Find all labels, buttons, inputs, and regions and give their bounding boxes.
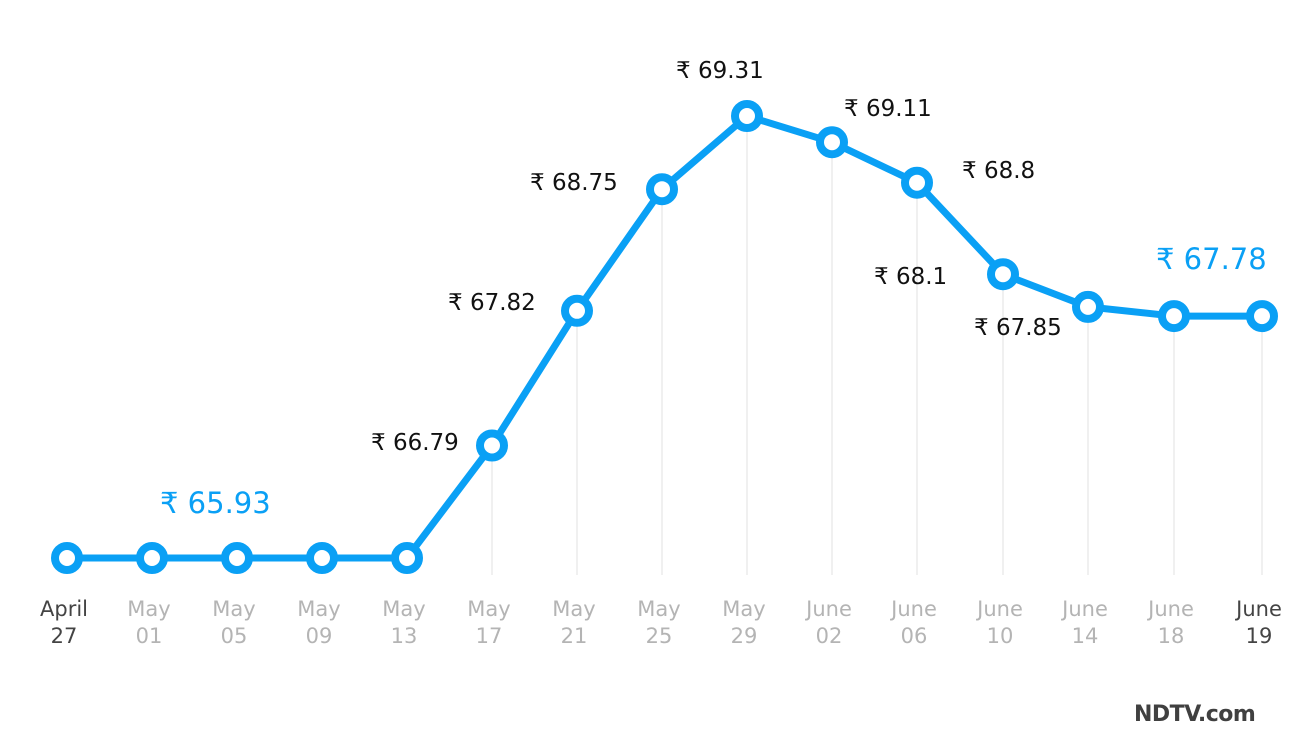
value-label-69-31: ₹ 69.31: [676, 58, 764, 84]
value-label-68-1: ₹ 68.1: [874, 264, 948, 290]
x-axis-day: 10: [986, 624, 1014, 648]
value-label-68-8: ₹ 68.8: [962, 158, 1036, 184]
x-axis-label: June 14: [1045, 596, 1125, 650]
data-point-marker: [1246, 300, 1278, 333]
x-axis-label: June 18: [1131, 596, 1211, 650]
x-axis-month: April: [40, 597, 88, 621]
x-axis-month: May: [722, 597, 766, 621]
x-axis-day: 13: [390, 624, 418, 648]
x-axis-day: 14: [1071, 624, 1099, 648]
x-axis-label: June 19: [1219, 596, 1299, 650]
data-point-marker: [1158, 300, 1190, 333]
data-points: [51, 100, 1278, 574]
x-axis-day: 21: [560, 624, 588, 648]
data-point-marker: [646, 173, 678, 206]
x-axis-day: 09: [305, 624, 333, 648]
data-point-marker: [987, 258, 1019, 291]
ndtv-logo: NDTV.com: [1134, 702, 1256, 727]
vertical-gridlines: [491, 116, 1263, 575]
x-axis-month: June: [977, 597, 1023, 621]
x-axis-day: 05: [220, 624, 248, 648]
data-point-marker: [306, 542, 338, 574]
value-label-69-11: ₹ 69.11: [844, 96, 932, 122]
x-axis-month: May: [467, 597, 511, 621]
x-axis-label: May 21: [534, 596, 614, 650]
x-axis-label: May 01: [109, 596, 189, 650]
x-axis-month: June: [1148, 597, 1194, 621]
x-axis-day: 27: [50, 624, 78, 648]
value-label-66-79: ₹ 66.79: [371, 430, 459, 456]
x-axis-day: 01: [135, 624, 163, 648]
x-axis-label: April 27: [24, 596, 104, 650]
x-axis-label: May 25: [619, 596, 699, 650]
value-label-67-85: ₹ 67.85: [974, 315, 1062, 341]
data-point-marker: [816, 126, 848, 159]
value-label-65-93: ₹ 65.93: [160, 486, 271, 520]
x-axis-day: 25: [645, 624, 673, 648]
x-axis-label: May 09: [279, 596, 359, 650]
x-axis-label: May 17: [449, 596, 529, 650]
x-axis-label: June 10: [960, 596, 1040, 650]
value-label-67-78: ₹ 67.78: [1156, 242, 1267, 276]
data-point-marker: [51, 542, 83, 574]
x-axis-month: May: [212, 597, 256, 621]
data-point-marker: [1072, 290, 1104, 323]
data-point-marker: [136, 542, 168, 574]
x-axis-label: May 13: [364, 596, 444, 650]
x-axis-day: 18: [1157, 624, 1185, 648]
data-point-marker: [561, 294, 593, 327]
x-axis-label: June 02: [789, 596, 869, 650]
data-point-marker: [731, 100, 763, 132]
x-axis-label: May 05: [194, 596, 274, 650]
x-axis-month: May: [552, 597, 596, 621]
x-axis-label: June 06: [874, 596, 954, 650]
x-axis-month: June: [806, 597, 852, 621]
x-axis-label: May 29: [704, 596, 784, 650]
x-axis-day: 06: [900, 624, 928, 648]
x-axis-month: June: [1236, 597, 1282, 621]
value-label-68-75: ₹ 68.75: [530, 170, 618, 196]
x-axis-day: 02: [815, 624, 843, 648]
value-label-67-82: ₹ 67.82: [448, 290, 536, 316]
data-point-marker: [391, 542, 423, 574]
x-axis-month: May: [297, 597, 341, 621]
x-axis-day: 29: [730, 624, 758, 648]
x-axis-month: June: [1062, 597, 1108, 621]
x-axis-month: May: [637, 597, 681, 621]
x-axis-month: May: [382, 597, 426, 621]
x-axis-day: 19: [1245, 624, 1273, 648]
x-axis-day: 17: [475, 624, 503, 648]
x-axis-month: June: [891, 597, 937, 621]
logo-text-n: N: [1134, 702, 1152, 727]
data-point-marker: [901, 166, 933, 199]
logo-text-rest: DTV.com: [1151, 702, 1256, 727]
data-point-marker: [221, 542, 253, 574]
data-point-marker: [476, 429, 508, 462]
x-axis-month: May: [127, 597, 171, 621]
